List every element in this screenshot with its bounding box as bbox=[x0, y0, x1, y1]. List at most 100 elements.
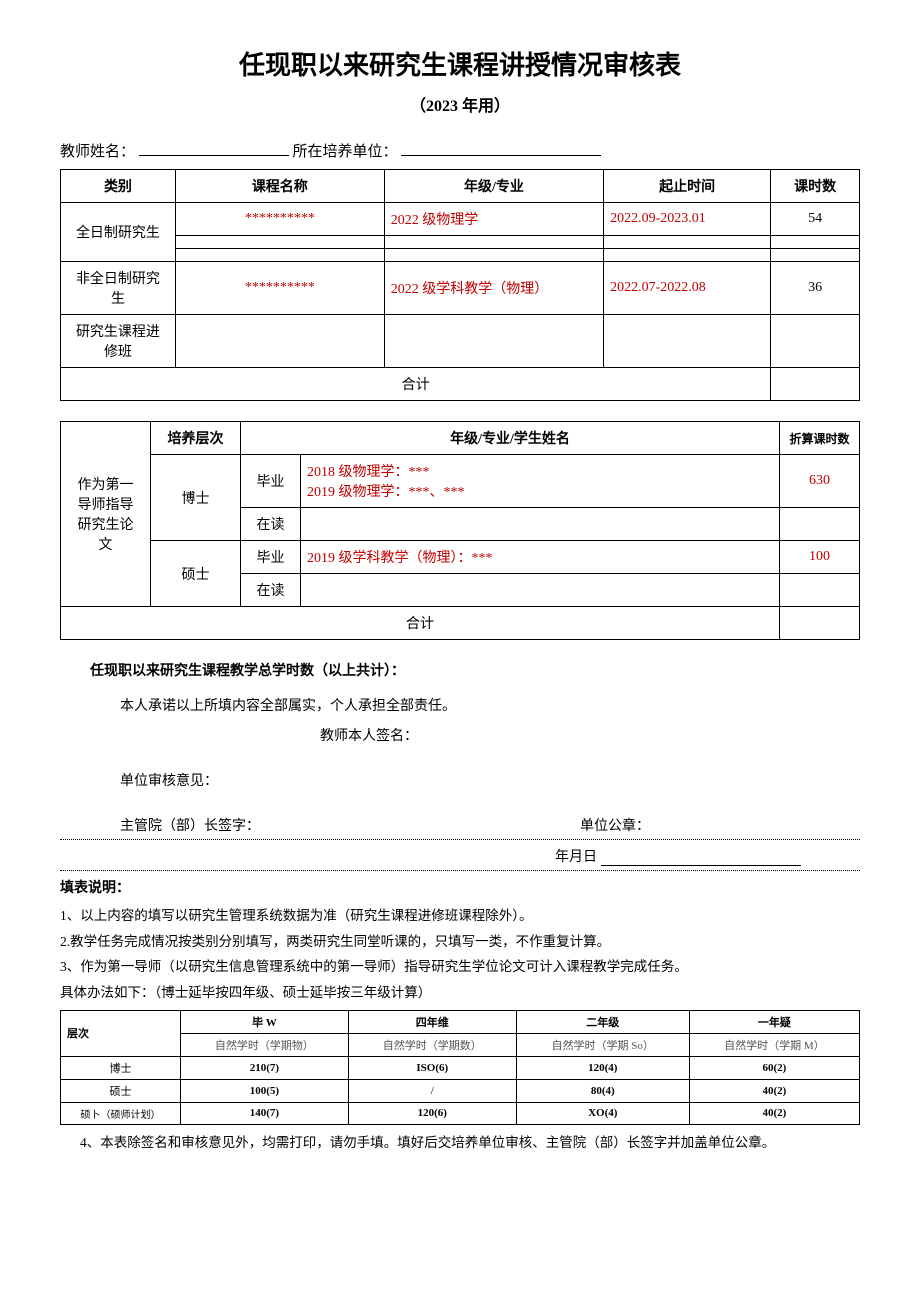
instruction-3: 3、作为第一导师（以研究生信息管理系统中的第一导师）指导研究生学位论文可计入课程… bbox=[60, 954, 860, 980]
stamp-label: 单位公章： bbox=[580, 815, 860, 835]
instructions-list: 1、以上内容的填写以研究生管理系统数据为准（研究生课程进修班课程除外）。 2.教… bbox=[60, 903, 860, 1006]
t2-phd-inread-names bbox=[301, 508, 780, 541]
t1-ft-r3-period bbox=[604, 249, 771, 262]
t3-header-c4: 一年疑 bbox=[689, 1010, 859, 1033]
t3-header-c1: 毕 W bbox=[181, 1010, 349, 1033]
t2-phd-grad-names: 2018 级物理学：*** 2019 级物理学：***、*** bbox=[301, 455, 780, 508]
t2-phd-inread-status: 在读 bbox=[241, 508, 301, 541]
date-blank[interactable] bbox=[601, 865, 801, 866]
page-subtitle: （2023 年用） bbox=[60, 92, 860, 116]
teaching-table: 类别 课程名称 年级/专业 起止时间 课时数 全日制研究生 **********… bbox=[60, 169, 860, 401]
t1-ft-r3-grade bbox=[384, 249, 603, 262]
t3-msphd-c2: 120(6) bbox=[348, 1102, 516, 1124]
t1-ct-r1-grade bbox=[384, 315, 603, 368]
t3-sub-c3: 自然学时（学期 So） bbox=[516, 1033, 689, 1056]
instruction-1: 1、以上内容的填写以研究生管理系统数据为准（研究生课程进修班课程除外）。 bbox=[60, 903, 860, 929]
t1-header-course: 课程名称 bbox=[175, 170, 384, 203]
t2-ms-grad-status: 毕业 bbox=[241, 541, 301, 574]
t3-phd-c2: ISO(6) bbox=[348, 1056, 516, 1079]
table-row: 硕卜（硕师计划） 140(7) 120(6) XO(4) 40(2) bbox=[61, 1102, 860, 1124]
t1-ct-r1-period bbox=[604, 315, 771, 368]
t1-ct-r1-course bbox=[175, 315, 384, 368]
t3-ms-label: 硕士 bbox=[61, 1079, 181, 1102]
t3-msphd-label: 硕卜（硕师计划） bbox=[61, 1102, 181, 1124]
t2-ms-inread-hours bbox=[780, 574, 860, 607]
hours-table: 层次 毕 W 四年维 二年级 一年疑 自然学时（学期物） 自然学时（学期数） 自… bbox=[60, 1010, 860, 1125]
instruction-2: 2.教学任务完成情况按类别分别填写，两类研究生同堂听课的，只填写一类，不作重复计… bbox=[60, 929, 860, 955]
t2-header-names: 年级/专业/学生姓名 bbox=[241, 422, 780, 455]
declaration-text: 本人承诺以上所填内容全部属实，个人承担全部责任。 bbox=[60, 695, 860, 715]
t3-msphd-c4: 40(2) bbox=[689, 1102, 859, 1124]
t1-ft-r2-grade bbox=[384, 236, 603, 249]
table-row bbox=[61, 236, 860, 249]
t1-cat-continuing: 研究生课程进 修班 bbox=[61, 315, 176, 368]
t2-total-value bbox=[780, 607, 860, 640]
t3-ms-c4: 40(2) bbox=[689, 1079, 859, 1102]
t3-phd-label: 博士 bbox=[61, 1056, 181, 1079]
t3-header-c3: 二年级 bbox=[516, 1010, 689, 1033]
t1-header-hours: 课时数 bbox=[771, 170, 860, 203]
t1-total-value bbox=[771, 368, 860, 401]
table-row: 博士 毕业 2018 级物理学：*** 2019 级物理学：***、*** 63… bbox=[61, 455, 860, 508]
t3-header-c2: 四年维 bbox=[348, 1010, 516, 1033]
t1-pt-r1-hours: 36 bbox=[771, 262, 860, 315]
table-row bbox=[61, 249, 860, 262]
t3-ms-c2: / bbox=[348, 1079, 516, 1102]
table-row: 合计 bbox=[61, 368, 860, 401]
t1-ft-r3-course bbox=[175, 249, 384, 262]
t2-ms-grad-hours: 100 bbox=[780, 541, 860, 574]
t1-pt-r1-period: 2022.07-2022.08 bbox=[604, 262, 771, 315]
t1-ft-r1-period: 2022.09-2023.01 bbox=[604, 203, 771, 236]
t2-total-label: 合计 bbox=[61, 607, 780, 640]
t1-total-label: 合计 bbox=[61, 368, 771, 401]
t3-msphd-c1: 140(7) bbox=[181, 1102, 349, 1124]
t1-ft-r1-course: ********** bbox=[175, 203, 384, 236]
teacher-sign-label: 教师本人签名： bbox=[60, 725, 860, 745]
table-row: 博士 210(7) ISO(6) 120(4) 60(2) bbox=[61, 1056, 860, 1079]
dean-sign-label: 主管院（部）长签字： bbox=[120, 815, 580, 835]
t3-header-level: 层次 bbox=[61, 1010, 181, 1056]
t1-ft-r2-period bbox=[604, 236, 771, 249]
t1-ft-r2-course bbox=[175, 236, 384, 249]
t2-phd-inread-hours bbox=[780, 508, 860, 541]
signature-row: 主管院（部）长签字： 单位公章： bbox=[60, 815, 860, 835]
table-row: 合计 bbox=[61, 607, 860, 640]
t3-phd-c3: 120(4) bbox=[516, 1056, 689, 1079]
t1-ft-r1-grade: 2022 级物理学 bbox=[384, 203, 603, 236]
t2-level-phd: 博士 bbox=[151, 455, 241, 541]
instruction-4: 4、本表除签名和审核意见外，均需打印，请勿手填。填好后交培养单位审核、主管院（部… bbox=[80, 1131, 860, 1155]
t2-header-level: 培养层次 bbox=[151, 422, 241, 455]
t2-ms-inread-names bbox=[301, 574, 780, 607]
teacher-unit-label: 所在培养单位： bbox=[293, 144, 398, 160]
table-row: 硕士 100(5) / 80(4) 40(2) bbox=[61, 1079, 860, 1102]
t3-sub-c1: 自然学时（学期物） bbox=[181, 1033, 349, 1056]
t1-ft-r2-hours bbox=[771, 236, 860, 249]
t3-sub-c2: 自然学时（学期数） bbox=[348, 1033, 516, 1056]
date-label: 年月日 bbox=[555, 850, 597, 865]
t2-phd-grad-hours: 630 bbox=[780, 455, 860, 508]
t2-ms-inread-status: 在读 bbox=[241, 574, 301, 607]
teacher-name-blank[interactable] bbox=[139, 155, 289, 156]
t3-phd-c1: 210(7) bbox=[181, 1056, 349, 1079]
instruction-3b: 具体办法如下：（博士延毕按四年级、硕士延毕按三年级计算） bbox=[60, 980, 860, 1006]
t1-ft-r1-hours: 54 bbox=[771, 203, 860, 236]
summary-label: 任现职以来研究生课程教学总学时数（以上共计）： bbox=[60, 660, 860, 680]
t3-ms-c3: 80(4) bbox=[516, 1079, 689, 1102]
t1-ct-r1-hours bbox=[771, 315, 860, 368]
t2-rowhead: 作为第一 导师指导 研究生论 文 bbox=[61, 422, 151, 607]
t1-ft-r3-hours bbox=[771, 249, 860, 262]
teacher-info-line: 教师姓名： 所在培养单位： bbox=[60, 140, 860, 161]
instructions-heading: 填表说明： bbox=[60, 877, 860, 897]
t3-msphd-c3: XO(4) bbox=[516, 1102, 689, 1124]
table-row: 非全日制研究 生 ********** 2022 级学科教学（物理） 2022.… bbox=[61, 262, 860, 315]
t1-cat-fulltime: 全日制研究生 bbox=[61, 203, 176, 262]
unit-review-label: 单位审核意见： bbox=[60, 770, 860, 790]
t2-level-ms: 硕士 bbox=[151, 541, 241, 607]
t1-header-grade: 年级/专业 bbox=[384, 170, 603, 203]
advising-table: 作为第一 导师指导 研究生论 文 培养层次 年级/专业/学生姓名 折算课时数 博… bbox=[60, 421, 860, 640]
t1-pt-r1-grade: 2022 级学科教学（物理） bbox=[384, 262, 603, 315]
teacher-name-label: 教师姓名： bbox=[60, 144, 135, 160]
teacher-unit-blank[interactable] bbox=[401, 155, 601, 156]
t3-ms-c1: 100(5) bbox=[181, 1079, 349, 1102]
t1-header-period: 起止时间 bbox=[604, 170, 771, 203]
